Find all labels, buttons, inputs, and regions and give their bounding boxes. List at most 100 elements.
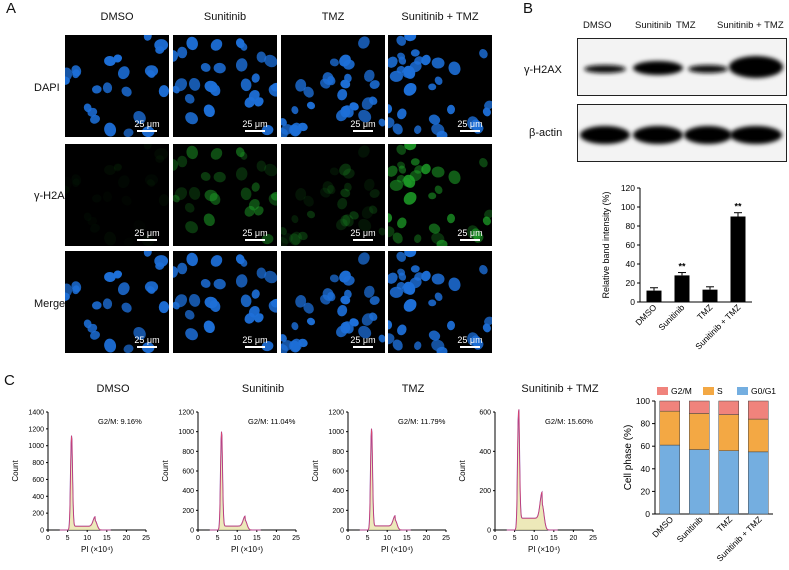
nucleus (446, 213, 456, 224)
nucleus (117, 66, 130, 80)
y-tick-label: 1200 (328, 410, 344, 417)
nucleus (388, 213, 393, 223)
legend-swatch (737, 387, 748, 395)
x-tick-label: 15 (550, 535, 558, 542)
micrograph-tile: 25 μm (173, 251, 277, 353)
scale-bar-line (460, 346, 480, 348)
y-tick-label: 400 (332, 488, 344, 495)
y-tick-label: 1200 (28, 426, 44, 433)
nucleus (65, 283, 73, 297)
nucleus (349, 102, 359, 111)
nucleus (340, 188, 351, 198)
band-actin-combo (730, 126, 782, 144)
nucleus (397, 108, 407, 120)
scale-bar-label: 25 μm (350, 335, 376, 345)
nucleus (434, 185, 443, 194)
nucleus (349, 318, 359, 327)
nucleus (240, 78, 252, 92)
scale-bar-line (460, 130, 480, 132)
micrograph-tile: 25 μm (281, 144, 385, 246)
y-tick-label: 0 (40, 528, 44, 535)
y-tick-label: 600 (182, 469, 194, 476)
nucleus (92, 85, 102, 94)
nucleus (254, 313, 264, 323)
nucleus (271, 298, 277, 308)
stacked-bar-segment (659, 400, 680, 412)
stacked-bar-segment (748, 400, 769, 420)
scale-bar-line (460, 239, 480, 241)
nucleus (389, 70, 403, 82)
nucleus (295, 295, 307, 308)
nucleus (446, 320, 456, 331)
h2ax-bands (584, 56, 783, 78)
nucleus (173, 266, 179, 278)
nucleus (337, 198, 348, 210)
micrograph-tile: 25 μm (388, 35, 492, 137)
scale-bar: 25 μm (454, 119, 486, 132)
nucleus (213, 171, 226, 183)
nucleus (264, 54, 277, 68)
nucleus (155, 46, 165, 54)
nucleus (327, 291, 336, 302)
y-tick-label: 20 (641, 486, 651, 496)
nucleus (281, 334, 287, 342)
nucleus (133, 326, 146, 340)
x-tick-label: 10 (530, 535, 538, 542)
nucleus (403, 83, 417, 96)
nucleus (235, 58, 248, 72)
y-tick-label: 200 (182, 508, 194, 515)
nucleus (123, 344, 134, 353)
nucleus (378, 227, 385, 236)
significance-mark: ** (678, 262, 686, 272)
legend-swatch (703, 387, 714, 395)
legend-swatch (657, 387, 668, 395)
nucleus (410, 49, 420, 57)
western-blot-h2ax (577, 38, 787, 96)
x-tick-label: 5 (66, 535, 70, 542)
scale-bar-line (137, 130, 157, 132)
nucleus (264, 163, 277, 177)
cell-phase-stacked-chart: 0 20 40 60 80 100 Cell phase (%) G2/M S G0/G1 DMSO… (623, 386, 776, 564)
blot-lane-label: Sunitinib + TMZ (717, 20, 784, 31)
histogram-fill (506, 409, 558, 530)
histogram-fill (209, 431, 261, 530)
x-tick-label: 0 (196, 535, 200, 542)
nucleus (144, 281, 159, 293)
nucleus (306, 101, 316, 110)
nucleus (349, 211, 359, 220)
nucleus (388, 165, 398, 177)
bar (702, 289, 718, 302)
nucleus (401, 284, 412, 295)
stacked-bar-segment (718, 414, 739, 451)
nucleus (428, 330, 441, 341)
nucleus (428, 83, 437, 91)
y-axis-label: Count (11, 460, 20, 482)
row-label: Merge (34, 298, 66, 310)
nucleus (189, 77, 201, 91)
micrograph-image (173, 36, 277, 136)
nucleus (428, 223, 441, 234)
nucleus (401, 177, 412, 188)
y-axis-label: Count (311, 460, 320, 482)
nucleus (336, 218, 348, 231)
nucleus (397, 217, 407, 229)
nucleus (298, 231, 308, 241)
nucleus (65, 185, 70, 194)
legend-label: S (717, 386, 723, 396)
nucleus (404, 144, 417, 151)
nucleus (213, 278, 226, 290)
nucleus (291, 322, 299, 331)
g2m-percentage: G2/M: 9.16% (98, 417, 142, 426)
nucleus (235, 167, 248, 181)
micrograph-tile: 25 μm (65, 144, 169, 246)
nucleus (256, 267, 267, 279)
band-actin-tmz (684, 126, 732, 144)
nucleus (173, 301, 180, 310)
micrograph-tile: 25 μm (388, 144, 492, 246)
stacked-bar-segment (689, 449, 710, 515)
nucleus (358, 109, 372, 123)
y-tick-label: 80 (641, 419, 651, 429)
nucleus (271, 191, 277, 201)
x-tick-label: 0 (46, 535, 50, 542)
nucleus (431, 166, 445, 178)
